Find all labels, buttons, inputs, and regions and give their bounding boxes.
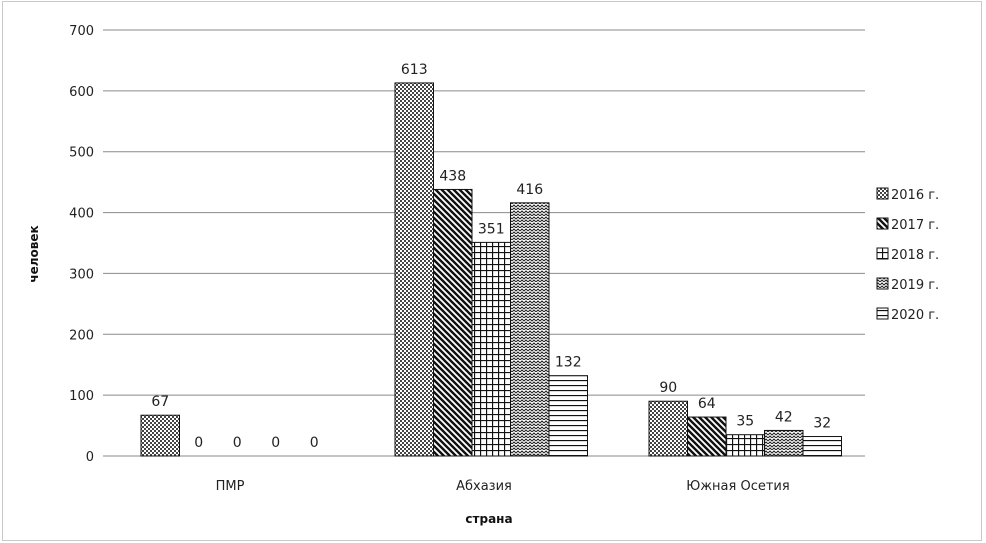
bar: [433, 188, 473, 457]
x-axis-title: страна: [465, 512, 512, 526]
legend-label: 2018 г.: [891, 248, 939, 263]
data-label: 0: [194, 435, 203, 451]
bar: [140, 414, 180, 457]
data-label: 0: [233, 435, 242, 451]
bar: [802, 436, 842, 457]
data-label: 35: [736, 414, 754, 430]
y-tick-label: 100: [69, 389, 94, 404]
legend: 2016 г. 2017 г. 2018 г. 2019 г. 2020 г.: [876, 187, 939, 323]
bar: [471, 241, 511, 457]
bar: [725, 434, 765, 457]
bar: [687, 416, 727, 457]
data-label: 42: [775, 409, 793, 425]
data-label: 64: [698, 396, 716, 412]
category-label: Южная Осетия: [686, 479, 789, 494]
data-label: 351: [478, 221, 505, 237]
category-labels: ПМР Абхазия Южная Осетия: [216, 479, 790, 494]
bars: [140, 82, 842, 457]
y-tick-label: 300: [69, 267, 94, 282]
data-labels: 67 0 0 0 0 613 438 351 416 132 90 64 35 42 32: [151, 62, 831, 451]
data-label: 32: [813, 416, 831, 432]
legend-label: 2019 г.: [891, 278, 939, 293]
y-tick-labels: 0 100 200 300 400 500 600 700: [69, 24, 94, 465]
legend-label: 2016 г.: [891, 188, 939, 203]
y-axis-title: человек: [27, 225, 41, 282]
legend-label: 2017 г.: [891, 218, 939, 233]
data-label: 438: [439, 168, 466, 184]
legend-label: 2020 г.: [891, 308, 939, 323]
data-label: 0: [310, 435, 319, 451]
data-label: 613: [401, 62, 428, 78]
y-tick-label: 400: [69, 207, 94, 222]
y-tick-label: 500: [69, 146, 94, 161]
y-tick-label: 600: [69, 85, 94, 100]
bar: [510, 202, 550, 457]
data-label: 90: [659, 380, 677, 396]
data-label: 67: [151, 394, 169, 410]
data-label: 0: [271, 435, 280, 451]
category-label: ПМР: [216, 479, 245, 494]
y-tick-label: 0: [86, 450, 94, 465]
data-label: 416: [516, 182, 543, 198]
y-tick-label: 700: [69, 24, 94, 39]
legend-swatch: [876, 307, 889, 320]
legend-swatch: [876, 247, 889, 260]
legend-swatch: [876, 217, 889, 230]
legend-swatch: [876, 187, 889, 200]
bar: [648, 400, 688, 457]
bar: [764, 429, 804, 457]
bar: [548, 375, 588, 457]
y-tick-label: 200: [69, 328, 94, 343]
category-label: Абхазия: [456, 479, 512, 494]
legend-swatch: [876, 277, 889, 290]
bar: [394, 82, 434, 457]
data-label: 132: [555, 355, 582, 371]
